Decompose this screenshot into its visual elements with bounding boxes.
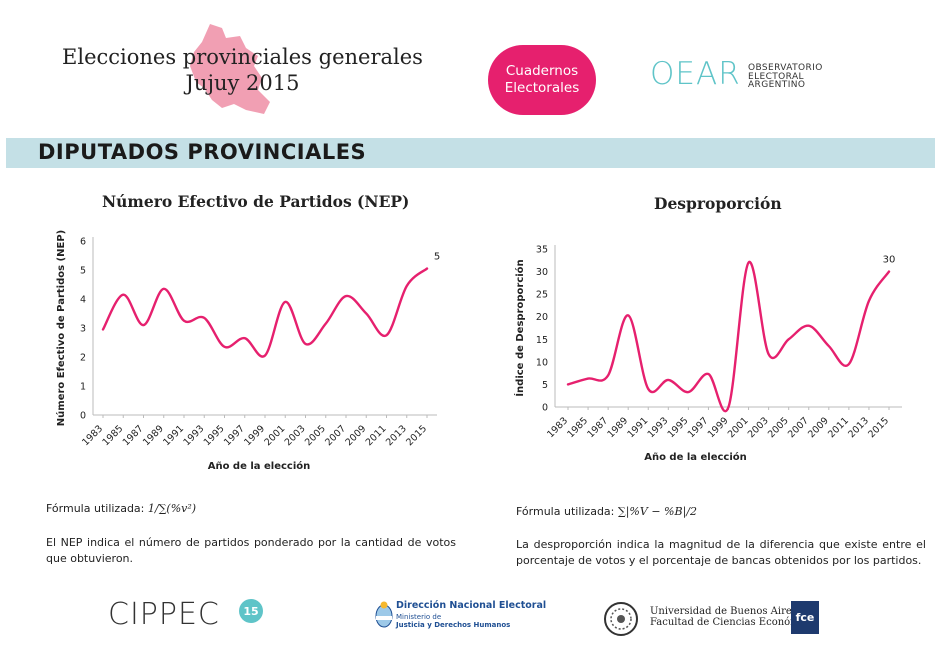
- disproportion-description: La desproporción indica la magnitud de l…: [516, 538, 926, 567]
- x-tick-label: 1989: [605, 415, 630, 440]
- nep-formula: Fórmula utilizada: 1/∑(%v²): [46, 502, 196, 515]
- nep-formula-expression: 1/∑(%v²): [147, 502, 197, 515]
- x-tick-label: 1997: [222, 423, 247, 448]
- x-tick-label: 2009: [806, 415, 831, 440]
- argentina-shield-icon: [375, 601, 393, 628]
- dine-subtitle: Ministerio de Justicia y Derechos Humano…: [396, 613, 510, 629]
- y-tick-label: 0: [542, 403, 548, 414]
- x-tick-label: 2001: [726, 415, 751, 440]
- y-tick-label: 6: [80, 237, 86, 248]
- province-map-shape: [190, 24, 270, 114]
- x-tick-label: 2003: [746, 415, 771, 440]
- x-tick-label: 1995: [666, 415, 691, 440]
- x-tick-label: 1999: [706, 415, 731, 440]
- disproportion-chart-title: Desproporción: [654, 194, 782, 213]
- badge-line2: Electorales: [504, 80, 580, 96]
- x-tick-label: 1983: [545, 415, 570, 440]
- y-tick-label: 4: [80, 295, 86, 306]
- fce-logo: fce: [791, 601, 819, 634]
- x-tick-label: 2015: [404, 423, 429, 448]
- y-tick-label: 30: [536, 267, 548, 278]
- y-tick-label: 1: [80, 382, 86, 393]
- x-tick-label: 1989: [141, 423, 166, 448]
- series-line: [566, 261, 891, 413]
- x-tick-label: 2005: [303, 423, 328, 448]
- page-title: Elecciones provinciales generales Jujuy …: [40, 44, 445, 96]
- dine-sub2: Justicia y Derechos Humanos: [396, 621, 511, 629]
- y-tick-label: 5: [80, 266, 86, 277]
- x-tick-label: 1985: [100, 423, 125, 448]
- nep-description: El NEP indica el número de partidos pond…: [46, 536, 456, 565]
- x-tick-label: 1999: [242, 423, 267, 448]
- x-tick-label: 1993: [181, 423, 206, 448]
- x-tick-label: 2003: [283, 423, 308, 448]
- uba-line2: Facultad de Ciencias Económicas: [650, 617, 820, 628]
- x-tick-label: 2001: [262, 423, 287, 448]
- end-value-label: 5: [434, 252, 440, 263]
- y-axis-title: Número Efectivo de Partidos (NEP): [55, 230, 67, 426]
- x-tick-label: 2007: [323, 423, 348, 448]
- y-tick-label: 2: [80, 353, 86, 364]
- x-tick-label: 2009: [343, 423, 368, 448]
- page-title-line2: Jujuy 2015: [185, 71, 300, 95]
- x-tick-label: 1987: [121, 423, 146, 448]
- section-band: [6, 138, 935, 168]
- end-value-label: 30: [883, 255, 896, 266]
- x-tick-label: 1985: [565, 415, 590, 440]
- y-tick-label: 25: [536, 290, 548, 301]
- oear-logo: OEAR: [650, 56, 741, 92]
- x-axis-title: Año de la elección: [208, 460, 311, 472]
- cippec-badge-number: 15: [243, 605, 258, 618]
- x-tick-label: 2007: [786, 415, 811, 440]
- disproportion-formula: Fórmula utilizada: ∑|%V − %B|/2: [516, 505, 697, 518]
- y-tick-label: 20: [536, 312, 548, 323]
- uba-text: Universidad de Buenos Aires Facultad de …: [650, 606, 820, 628]
- dine-sub1: Ministerio de: [396, 613, 442, 621]
- x-tick-label: 1991: [161, 423, 186, 448]
- badge-line1: Cuadernos: [505, 63, 579, 79]
- x-tick-label: 1987: [585, 415, 610, 440]
- x-tick-label: 2013: [384, 423, 409, 448]
- x-tick-label: 1991: [625, 415, 650, 440]
- oear-sub2: ELECTORAL: [748, 71, 804, 82]
- uba-seal-icon: [604, 602, 638, 636]
- cuadernos-electorales-badge: Cuadernos Electorales: [488, 45, 596, 115]
- x-tick-label: 2015: [866, 415, 891, 440]
- y-axis-title: Índice de Desproporción: [513, 259, 526, 396]
- nep-chart-title: Número Efectivo de Partidos (NEP): [102, 192, 410, 211]
- oear-sub3: ARGENTINO: [748, 80, 806, 90]
- x-tick-label: 2011: [826, 415, 851, 440]
- dine-title: Dirección Nacional Electoral: [396, 600, 547, 611]
- x-tick-label: 1997: [686, 415, 711, 440]
- disproportion-chart: 0510152025303519831985198719891991199319…: [513, 245, 902, 463]
- disproportion-formula-expression: ∑|%V − %B|/2: [617, 505, 697, 518]
- y-tick-label: 0: [80, 411, 86, 422]
- disproportion-formula-label: Fórmula utilizada:: [516, 505, 615, 518]
- x-tick-label: 2011: [364, 423, 389, 448]
- x-axis-title: Año de la elección: [644, 451, 747, 463]
- uba-line1: Universidad de Buenos Aires: [650, 606, 797, 617]
- y-tick-label: 10: [536, 357, 548, 368]
- oear-logo-letters: OEAR: [650, 56, 741, 92]
- nep-formula-label: Fórmula utilizada:: [46, 502, 145, 515]
- y-tick-label: 5: [542, 380, 548, 391]
- y-tick-label: 35: [536, 245, 548, 256]
- x-tick-label: 1995: [202, 423, 227, 448]
- y-tick-label: 15: [536, 335, 548, 346]
- x-tick-label: 1983: [80, 423, 105, 448]
- cippec-anniversary-badge: 15: [239, 599, 263, 623]
- x-tick-label: 1993: [646, 415, 671, 440]
- series-line: [101, 267, 429, 358]
- x-tick-label: 2005: [766, 415, 791, 440]
- cippec-logo: CIPPEC: [108, 597, 220, 632]
- oear-logo-subtitle: OBSERVATORIO ELECTORAL ARGENTINO: [748, 64, 823, 90]
- x-tick-label: 2013: [846, 415, 871, 440]
- nep-chart: 0 1 2 3 4 5 6 198319851987198919911993199519971…: [55, 230, 440, 472]
- page-title-line1: Elecciones provinciales generales: [62, 45, 423, 69]
- section-title: DIPUTADOS PROVINCIALES: [38, 140, 367, 164]
- y-tick-label: 3: [80, 324, 86, 335]
- oear-sub1: OBSERVATORIO: [748, 63, 823, 73]
